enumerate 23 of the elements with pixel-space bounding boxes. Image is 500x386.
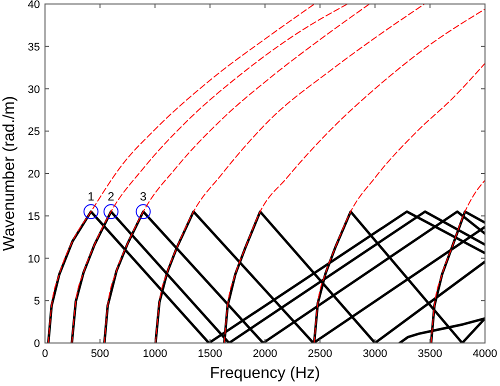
annotation: 1: [88, 190, 95, 204]
x-axis-title: Frequency (Hz): [210, 365, 320, 382]
y-tick-label: 30: [28, 84, 40, 96]
x-tick-label: 3500: [418, 348, 442, 360]
y-tick-label: 10: [28, 253, 40, 266]
y-tick-label: 25: [28, 126, 40, 138]
x-tick-label: 4000: [472, 348, 498, 360]
y-tick-label: 15: [28, 210, 40, 223]
annotation: 2: [108, 190, 115, 204]
x-tick-label: 500: [90, 348, 110, 360]
y-tick-label: 35: [28, 41, 40, 54]
y-tick-label: 5: [34, 296, 40, 308]
annotation: 3: [140, 190, 147, 204]
y-tick-label: 40: [28, 0, 40, 11]
x-tick-label: 1500: [198, 348, 222, 360]
x-tick-label: 1000: [142, 348, 168, 360]
y-tick-label: 20: [28, 168, 40, 180]
y-tick-label: 0: [34, 338, 40, 350]
x-tick-label: 3000: [362, 348, 388, 360]
x-tick-label: 0: [42, 348, 48, 360]
x-tick-label: 2500: [308, 348, 332, 360]
x-tick-label: 2000: [252, 348, 278, 360]
y-axis-title: Wavenumber (rad./m): [1, 96, 18, 251]
